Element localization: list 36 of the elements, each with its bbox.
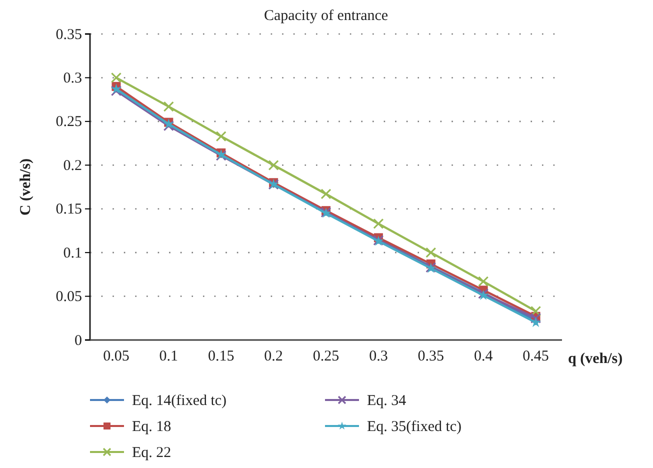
legend-label: Eq. 14(fixed tc) [132, 393, 227, 409]
x-tick-label: 0.25 [312, 348, 340, 365]
point [373, 218, 384, 230]
point [163, 101, 174, 112]
x-tick-label: 0.05 [103, 348, 130, 365]
x-tick-label: 0.35 [418, 348, 444, 365]
x-tick-label: 0.2 [264, 348, 283, 365]
y-axis-title: C (veh/s) [18, 158, 34, 216]
y-tick-label: 0.3 [63, 70, 82, 87]
point [530, 312, 542, 324]
point [320, 188, 332, 200]
x-tick-label: 0.4 [474, 348, 494, 365]
point [530, 306, 542, 316]
y-tick-label: 0.15 [56, 202, 82, 218]
legend-label: Eq. 35(fixed tc) [367, 419, 462, 435]
x-tick-label: 0.3 [369, 348, 388, 365]
x-tick-label: 0.45 [522, 348, 549, 365]
point [110, 86, 122, 96]
x-tick-label: 0.1 [159, 348, 178, 365]
point [216, 130, 226, 142]
legend-label: Eq. 18 [132, 419, 172, 435]
x-axis-title: q (veh/s) [568, 351, 623, 367]
y-tick-label: 0.35 [56, 26, 82, 43]
point [478, 276, 489, 287]
legend-label: Eq. 34 [367, 393, 407, 409]
point [110, 72, 122, 84]
y-tick-label: 0.05 [56, 289, 82, 306]
y-tick-label: 0.1 [63, 245, 82, 262]
y-tick-label: 0 [74, 332, 82, 349]
point [426, 247, 436, 258]
x-tick-label: 0.15 [208, 348, 234, 365]
y-tick-label: 0.25 [56, 114, 82, 130]
legend-label: Eq. 22 [132, 445, 172, 461]
point [268, 160, 279, 170]
y-tick-label: 0.2 [63, 158, 82, 174]
chart-title: Capacity of entrance [264, 8, 388, 24]
